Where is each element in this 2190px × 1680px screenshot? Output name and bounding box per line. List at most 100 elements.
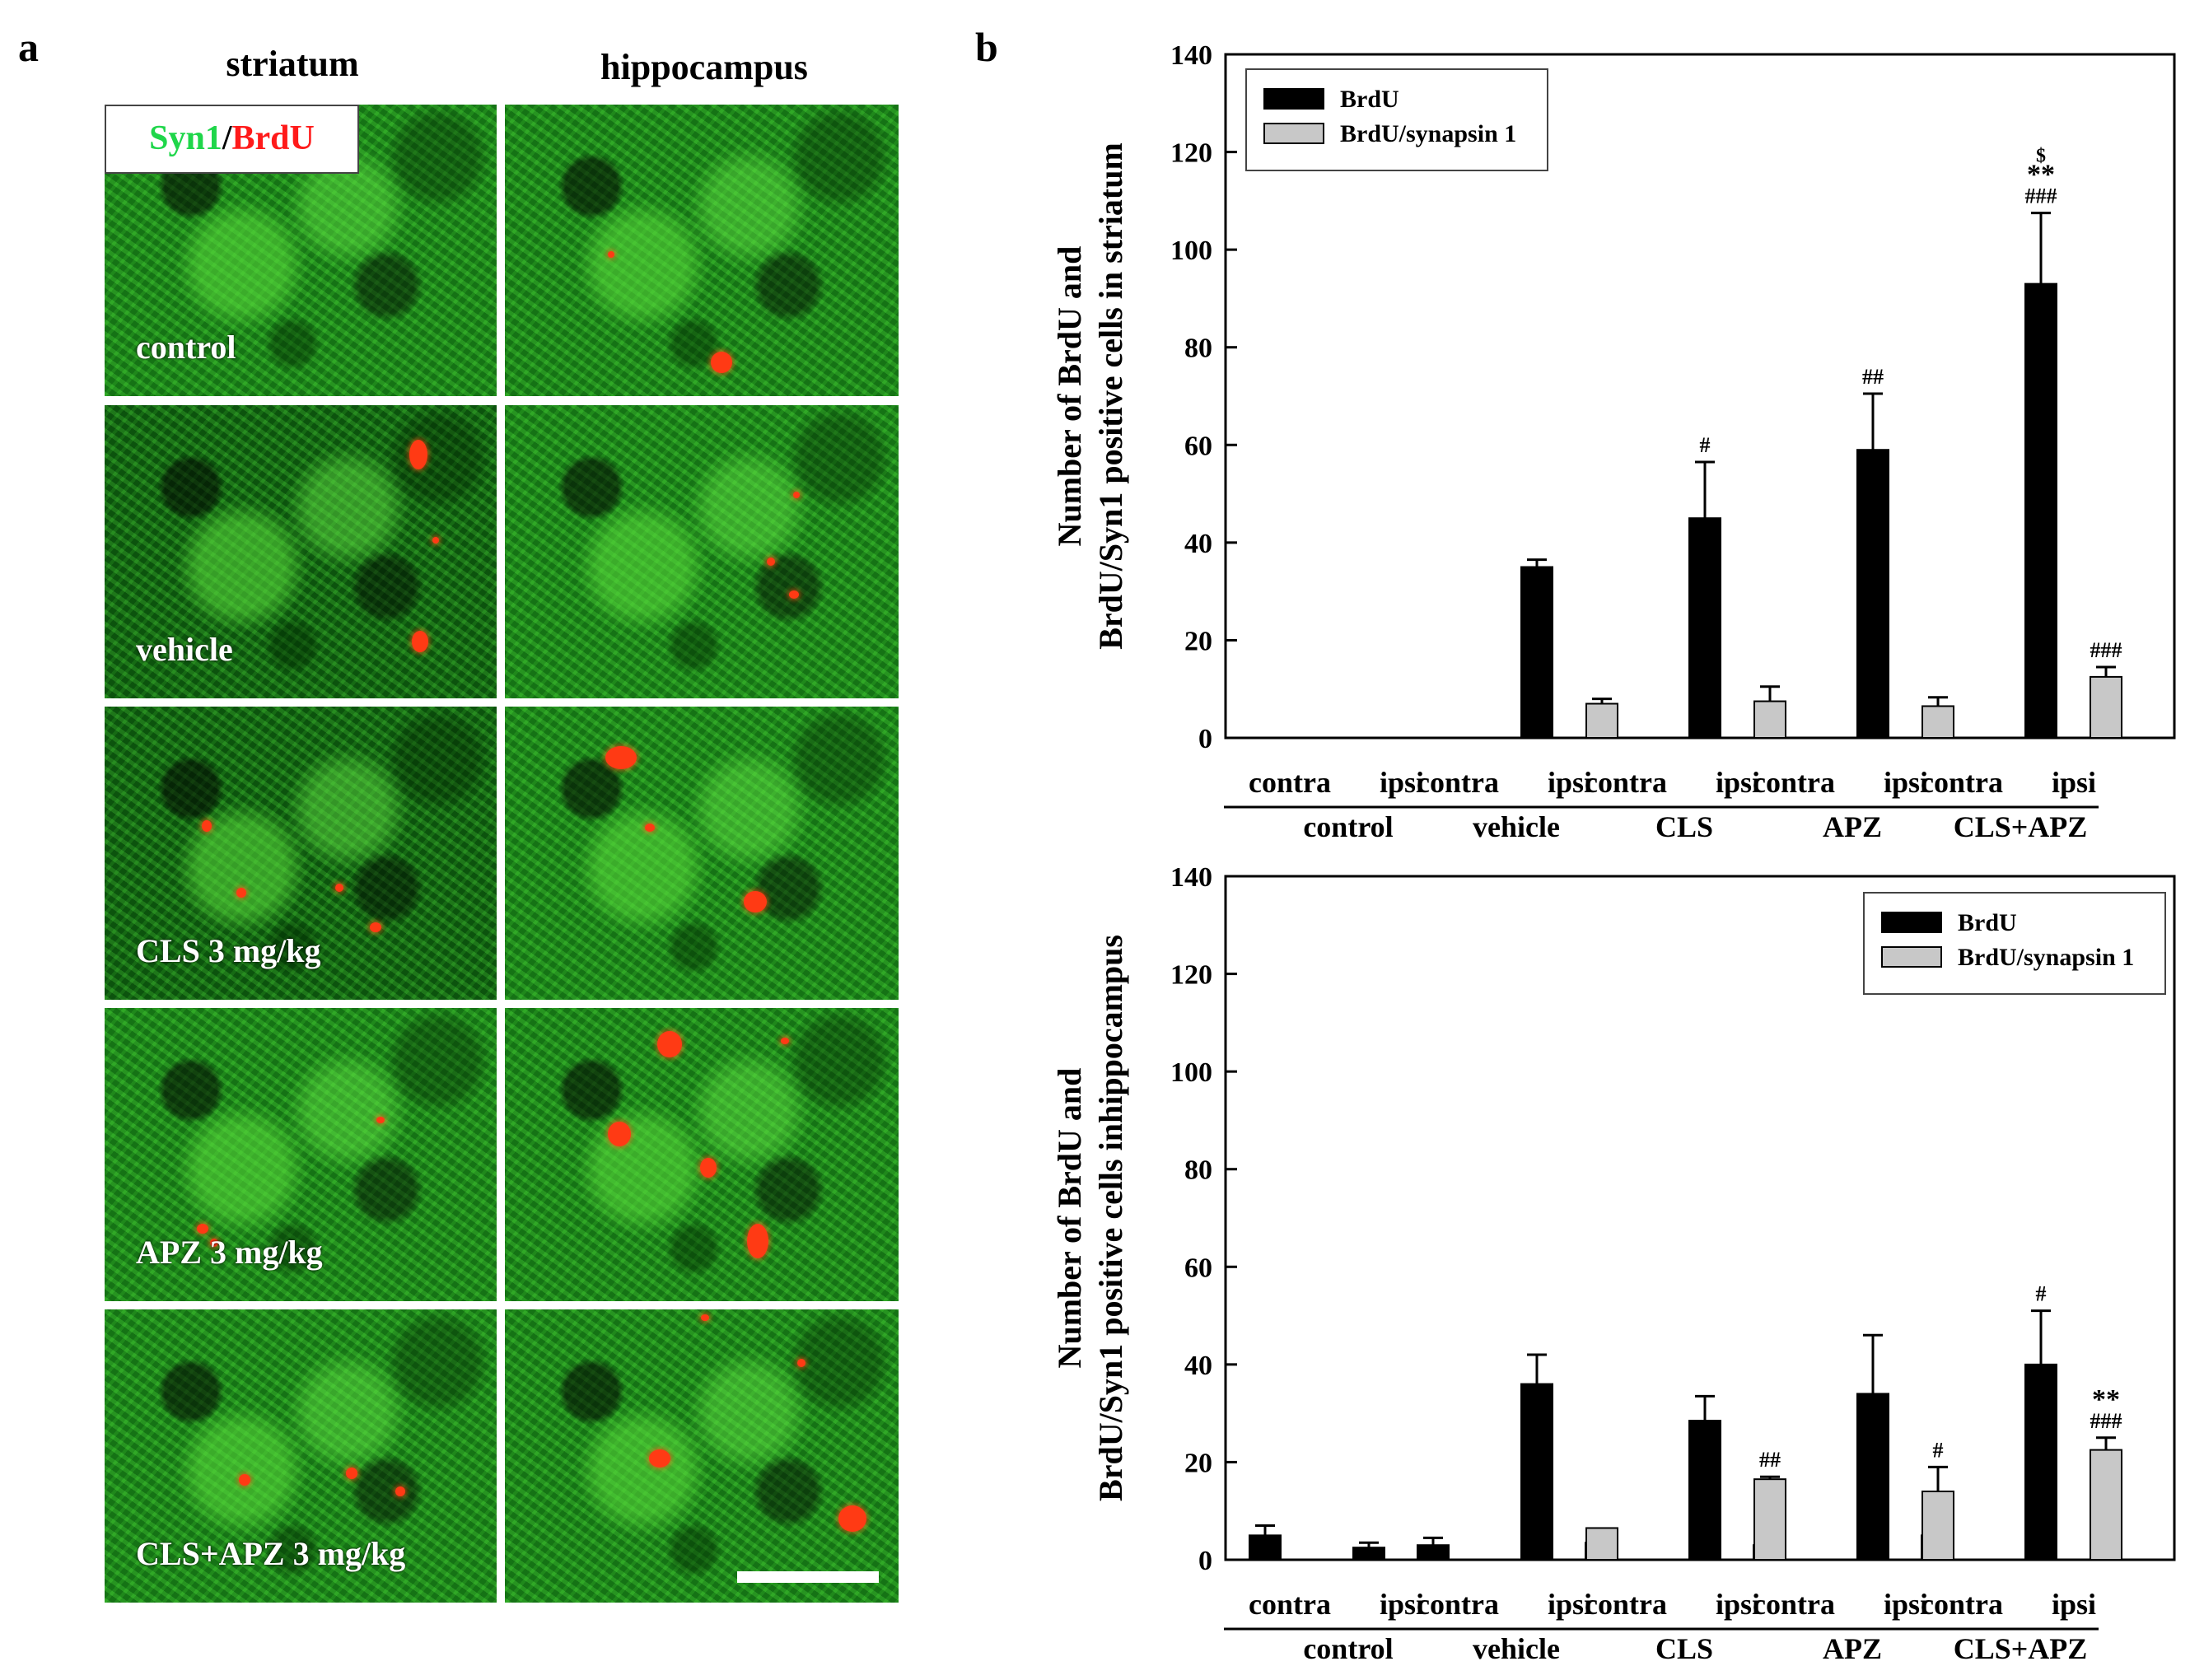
x-group-label: CLS+APZ bbox=[1954, 810, 2088, 843]
brdu-cell bbox=[747, 1224, 768, 1258]
micrograph-cls-hippocampus bbox=[505, 707, 899, 1000]
x-side-label: contra bbox=[1921, 1588, 2003, 1621]
significance-mark: ** bbox=[2092, 1384, 2120, 1415]
bar bbox=[1585, 702, 1618, 739]
brdu-cell bbox=[197, 1224, 208, 1234]
stain-legend-syn1: Syn1 bbox=[149, 119, 222, 157]
x-group-label: control bbox=[1303, 810, 1393, 843]
bar bbox=[1753, 700, 1786, 739]
column-header-striatum: striatum bbox=[226, 44, 359, 84]
significance-mark: # bbox=[1700, 433, 1711, 457]
x-side-label: ipsi bbox=[1716, 1588, 1760, 1621]
brdu-cell bbox=[409, 440, 427, 469]
x-side-label: contra bbox=[1585, 1588, 1667, 1621]
y-axis-label: BrdU/Syn1 positive cells in striatum bbox=[1092, 142, 1129, 650]
y-tick-label: 20 bbox=[1184, 626, 1212, 656]
panel-b-letter: b bbox=[975, 24, 998, 70]
x-side-label: contra bbox=[1249, 766, 1331, 799]
significance-mark: ** bbox=[2027, 160, 2055, 190]
brdu-cell bbox=[711, 352, 732, 373]
legend-swatch bbox=[1881, 912, 1942, 933]
brdu-cell bbox=[781, 1038, 789, 1044]
micrograph-clsapz-striatum: CLS+APZ 3 mg/kg bbox=[105, 1309, 497, 1603]
y-tick-label: 120 bbox=[1170, 960, 1212, 991]
bar bbox=[1352, 1547, 1385, 1561]
y-axis-label: BrdU/Syn1 positive cells inhippocampus bbox=[1092, 935, 1129, 1501]
x-side-label: contra bbox=[1585, 766, 1667, 799]
brdu-cell bbox=[395, 1486, 405, 1496]
x-side-label: contra bbox=[1753, 766, 1835, 799]
bar bbox=[1249, 1534, 1282, 1561]
x-side-label: contra bbox=[1921, 766, 2003, 799]
x-group-label: vehicle bbox=[1473, 810, 1560, 843]
significance-mark: ### bbox=[2090, 638, 2122, 662]
bar bbox=[1688, 517, 1721, 739]
micrograph-label-clsapz: CLS+APZ 3 mg/kg bbox=[136, 1535, 406, 1572]
bar bbox=[2090, 675, 2122, 740]
significance-mark: ### bbox=[2090, 1409, 2122, 1433]
brdu-cell bbox=[767, 558, 775, 566]
y-tick-label: 80 bbox=[1184, 1155, 1212, 1186]
bar bbox=[2090, 1449, 2122, 1561]
micrograph-apz-hippocampus bbox=[505, 1008, 899, 1301]
y-tick-label: 0 bbox=[1198, 724, 1212, 754]
x-side-label: ipsi bbox=[1884, 1588, 1928, 1621]
brdu-cell bbox=[645, 824, 655, 832]
bar bbox=[2024, 282, 2057, 739]
brdu-cell bbox=[210, 1239, 218, 1247]
brdu-cell bbox=[412, 631, 428, 652]
bar bbox=[1688, 1420, 1721, 1561]
y-tick-label: 100 bbox=[1170, 236, 1212, 266]
legend-swatch bbox=[1263, 88, 1324, 110]
legend-box bbox=[1245, 68, 1548, 171]
brdu-cell bbox=[700, 1158, 717, 1178]
x-group-label: CLS bbox=[1655, 810, 1713, 843]
brdu-cell bbox=[789, 590, 799, 599]
panel-a-letter: a bbox=[18, 24, 39, 70]
legend-entry: BrdU/synapsin 1 bbox=[1958, 944, 2134, 971]
x-side-label: ipsi bbox=[1716, 766, 1760, 799]
x-side-label: ipsi bbox=[2052, 1588, 2096, 1621]
legend-entry: BrdU bbox=[1340, 86, 1399, 113]
brdu-cell bbox=[346, 1468, 357, 1479]
y-tick-label: 60 bbox=[1184, 431, 1212, 461]
brdu-cell bbox=[838, 1505, 866, 1532]
legend-swatch bbox=[1263, 123, 1324, 144]
stain-legend-brdu: BrdU bbox=[231, 119, 315, 157]
micrograph-label-cls: CLS 3 mg/kg bbox=[136, 932, 321, 969]
bar bbox=[1585, 1527, 1618, 1561]
y-tick-label: 80 bbox=[1184, 334, 1212, 364]
x-side-label: ipsi bbox=[1548, 766, 1592, 799]
y-tick-label: 100 bbox=[1170, 1057, 1212, 1088]
bar bbox=[1520, 566, 1553, 739]
micrograph-control-striatum: Syn1/BrdU control bbox=[105, 105, 497, 396]
y-tick-label: 60 bbox=[1184, 1253, 1212, 1283]
significance-mark: # bbox=[2036, 1282, 2047, 1306]
bar bbox=[2024, 1363, 2057, 1561]
brdu-cell bbox=[202, 820, 212, 832]
brdu-cell bbox=[608, 251, 614, 258]
bar bbox=[1856, 449, 1889, 739]
brdu-cell bbox=[236, 888, 246, 898]
micrograph-control-hippocampus bbox=[505, 105, 899, 396]
significance-mark: # bbox=[1933, 1438, 1944, 1462]
stain-legend: Syn1/BrdU bbox=[105, 105, 359, 174]
column-header-hippocampus: hippocampus bbox=[600, 47, 808, 87]
y-axis-label: Number of BrdU and bbox=[1051, 1068, 1088, 1369]
bar bbox=[1753, 1478, 1786, 1561]
micrograph-vehicle-hippocampus bbox=[505, 405, 899, 698]
x-side-label: contra bbox=[1417, 1588, 1499, 1621]
x-group-label: APZ bbox=[1823, 810, 1882, 843]
brdu-cell bbox=[239, 1474, 250, 1486]
x-side-label: contra bbox=[1753, 1588, 1835, 1621]
scale-bar bbox=[737, 1571, 879, 1583]
x-side-label: ipsi bbox=[1548, 1588, 1592, 1621]
significance-mark: ### bbox=[2025, 184, 2057, 208]
y-tick-label: 140 bbox=[1170, 862, 1212, 893]
bar bbox=[1417, 1544, 1450, 1561]
x-group-label: control bbox=[1303, 1632, 1393, 1665]
x-side-label: ipsi bbox=[1380, 766, 1424, 799]
legend-entry: BrdU/synapsin 1 bbox=[1340, 120, 1516, 147]
